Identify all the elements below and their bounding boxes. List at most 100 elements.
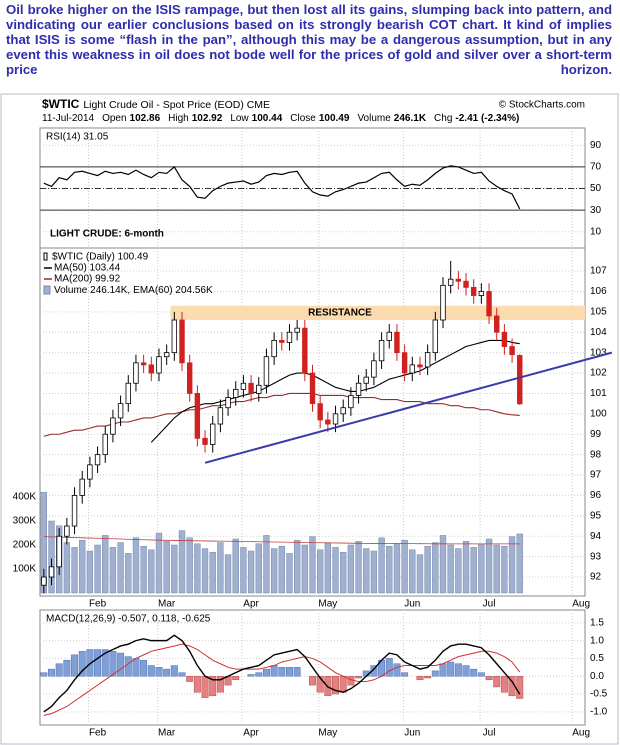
- volume-bar: [340, 551, 347, 594]
- candle-body: [156, 356, 162, 374]
- volume-bar: [71, 547, 78, 594]
- volume-bar: [263, 535, 270, 594]
- candle-body: [340, 407, 346, 415]
- volume-bar: [117, 542, 124, 594]
- volume-bar: [109, 547, 117, 594]
- chart-header: $WTIC Light Crude Oil - Spot Price (EOD) …: [42, 97, 270, 111]
- y2-tick-label: 200K: [13, 540, 37, 551]
- candle-body: [163, 352, 170, 358]
- histogram-bar: [147, 665, 155, 677]
- candle-body: [424, 352, 431, 368]
- volume-bar: [447, 544, 454, 594]
- volume-bar: [278, 545, 285, 594]
- y2-tick-label: 100K: [13, 564, 37, 575]
- candle-body: [317, 403, 323, 421]
- stats-line: 11-Jul-2014 Open 102.86 High 102.92 Low 100.44…: [42, 113, 519, 124]
- histogram-bar: [393, 663, 401, 677]
- stat-value: 246.1K: [394, 113, 427, 124]
- series-line: [43, 392, 520, 437]
- histogram-bar: [278, 667, 286, 677]
- x-tick-label: May: [318, 728, 337, 739]
- volume-bar: [186, 537, 193, 594]
- volume-bar: [485, 538, 493, 594]
- candle-body: [501, 331, 508, 347]
- x-tick-label: May: [318, 599, 337, 610]
- chart-frame: [0, 93, 619, 745]
- y-tick-label: 101: [590, 388, 607, 399]
- volume-bar: [363, 548, 370, 594]
- volume-bar: [224, 554, 232, 594]
- stat-label: Open: [102, 113, 126, 124]
- volume-bar: [63, 542, 71, 594]
- histogram-bar: [416, 675, 424, 681]
- y-tick-label: 105: [590, 306, 607, 317]
- y-tick-label: 96: [590, 490, 602, 501]
- y-tick-label: -1.0: [590, 706, 608, 717]
- histogram-bar: [293, 667, 301, 677]
- x-tick-label: Mar: [158, 728, 176, 739]
- macd-panel: [39, 609, 586, 726]
- volume-bar: [232, 538, 239, 594]
- y2-tick-label: 300K: [13, 516, 37, 527]
- candle-body: [371, 360, 377, 378]
- price-panel: [39, 247, 586, 597]
- volume-bar: [286, 553, 293, 594]
- histogram-bar: [370, 665, 378, 677]
- volume-bar: [347, 544, 355, 594]
- candle-body: [117, 403, 124, 419]
- histogram-bar: [385, 658, 393, 677]
- rsi-line: [43, 165, 521, 210]
- volume-bar: [240, 547, 247, 594]
- candle-body: [494, 315, 500, 333]
- histogram-bar: [132, 658, 140, 677]
- histogram-bar: [186, 675, 194, 682]
- resistance-label: RESISTANCE: [308, 308, 372, 319]
- stat-label: Low: [230, 113, 249, 124]
- candle-body: [102, 433, 108, 456]
- volume-bar: [163, 541, 170, 594]
- candle-body: [470, 286, 477, 296]
- histogram-bar: [454, 663, 462, 677]
- histogram-bar: [447, 661, 455, 677]
- volume-bar: [217, 542, 224, 594]
- histogram-bar: [477, 672, 485, 677]
- volume-bar: [386, 545, 393, 594]
- y-tick-label: 93: [590, 551, 602, 562]
- candle-body: [363, 376, 369, 384]
- y-tick-label: 103: [590, 347, 607, 358]
- histogram-bar: [232, 675, 240, 681]
- candle-body: [294, 327, 300, 333]
- x-tick-label: Feb: [89, 599, 107, 610]
- histogram-bar: [439, 663, 447, 677]
- volume-bar: [508, 536, 516, 594]
- y-tick-label: 30: [590, 205, 602, 216]
- candle-body: [417, 364, 423, 368]
- candle-body: [409, 364, 415, 374]
- legend-label: MA(50) 103.44: [54, 263, 121, 274]
- volume-bar: [439, 535, 447, 594]
- candle-body: [432, 319, 439, 354]
- candle-body: [171, 319, 178, 354]
- stat-label: High: [168, 113, 189, 124]
- y-tick-label: 92: [590, 572, 602, 583]
- candle-body: [256, 384, 262, 394]
- candle-body: [233, 388, 239, 398]
- stat-value: 102.86: [130, 113, 161, 124]
- x-tick-label: Apr: [243, 728, 259, 739]
- signal-line: [43, 643, 521, 716]
- volume-bar: [401, 539, 408, 594]
- histogram-bar: [94, 649, 102, 677]
- candle-body: [263, 356, 270, 386]
- volume-bar: [324, 542, 332, 594]
- histogram-bar: [355, 675, 363, 679]
- annotation-title: LIGHT CRUDE: 6-month: [50, 229, 164, 240]
- volume-bar: [493, 544, 500, 594]
- volume-bar: [301, 544, 308, 594]
- date: 11-Jul-2014: [42, 113, 95, 124]
- histogram-bar: [255, 672, 263, 677]
- histogram-bar: [40, 672, 48, 677]
- volume-bar: [125, 553, 132, 594]
- histogram-bar: [71, 654, 79, 677]
- volume-bar: [332, 547, 339, 594]
